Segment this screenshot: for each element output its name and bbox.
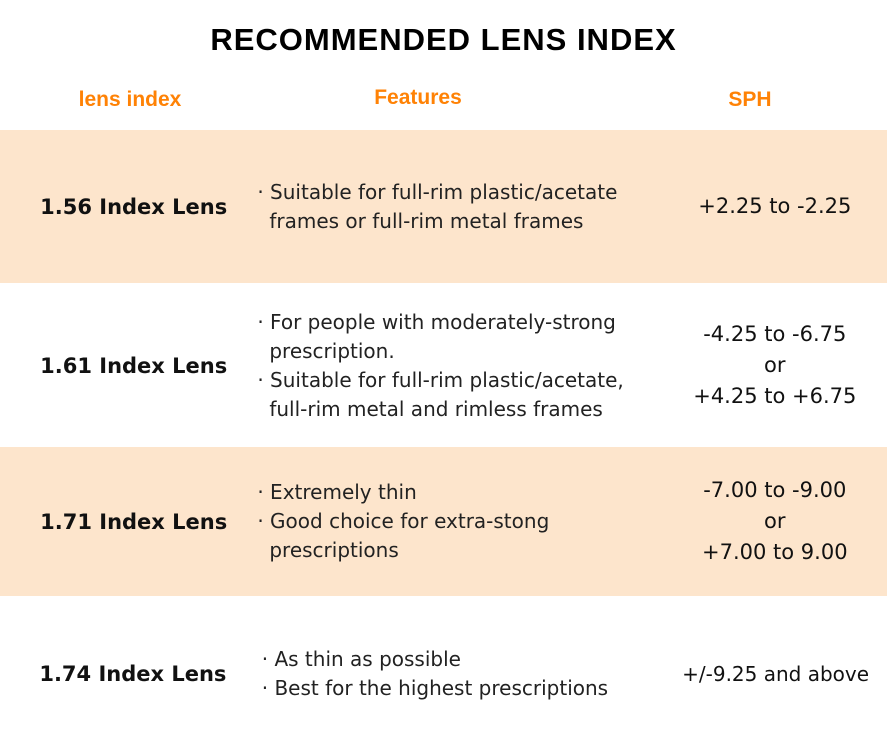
sph-value: +/-9.25 and above	[682, 661, 870, 686]
features-cell: · As thin as possible · Best for the high…	[246, 645, 664, 703]
features-cell: · Suitable for full-rim plastic/acetate …	[247, 178, 662, 236]
table-row: 1.74 Index Lens · As thin as possible · B…	[0, 598, 887, 750]
header-sph: SPH	[728, 88, 772, 111]
table-row: 1.61 Index Lens · For people with modera…	[0, 286, 887, 445]
feature-item: · Suitable for full-rim plastic/acetate …	[257, 179, 618, 233]
sph-value: -7.00 to -9.00	[703, 478, 847, 502]
table-row: 1.56 Index Lens · Suitable for full-rim …	[0, 130, 887, 283]
feature-item: · Good choice for extra-stong prescripti…	[257, 509, 550, 562]
table-row: 1.71 Index Lens · Extremely thin · Good c…	[0, 447, 887, 596]
feature-item: · Best for the highest prescriptions	[261, 676, 609, 700]
feature-item: · Extremely thin	[257, 480, 417, 504]
features-cell: · Extremely thin · Good choice for extra-…	[247, 478, 662, 565]
feature-item: · For people with moderately-strong pres…	[257, 309, 616, 363]
sph-value: +4.25 to +6.75	[693, 384, 857, 408]
lens-name: 1.56 Index Lens	[40, 194, 228, 219]
sph-cell: +/-9.25 and above	[664, 659, 887, 690]
features-cell: · For people with moderately-strong pres…	[247, 308, 662, 424]
feature-item: · Suitable for full-rim plastic/acetate,…	[257, 367, 624, 421]
lens-name: 1.61 Index Lens	[40, 353, 228, 378]
sph-cell: +2.25 to -2.25	[663, 191, 887, 222]
sph-value: +2.25 to -2.25	[698, 194, 852, 218]
header-lens-index: lens index	[78, 88, 182, 111]
header-features: Features	[374, 86, 462, 109]
lens-name: 1.74 Index Lens	[39, 662, 227, 686]
sph-cell: -7.00 to -9.00 or +7.00 to 9.00	[663, 475, 887, 568]
sph-cell: -4.25 to -6.75 or +4.25 to +6.75	[663, 319, 887, 412]
sph-value: +7.00 to 9.00	[702, 540, 848, 564]
lens-name: 1.71 Index Lens	[40, 509, 228, 534]
sph-value: -4.25 to -6.75	[703, 322, 847, 346]
sph-or: or	[764, 509, 786, 533]
sph-or: or	[764, 353, 786, 377]
page-title: RECOMMENDED LENS INDEX	[210, 22, 677, 57]
feature-item: · As thin as possible	[261, 647, 461, 671]
